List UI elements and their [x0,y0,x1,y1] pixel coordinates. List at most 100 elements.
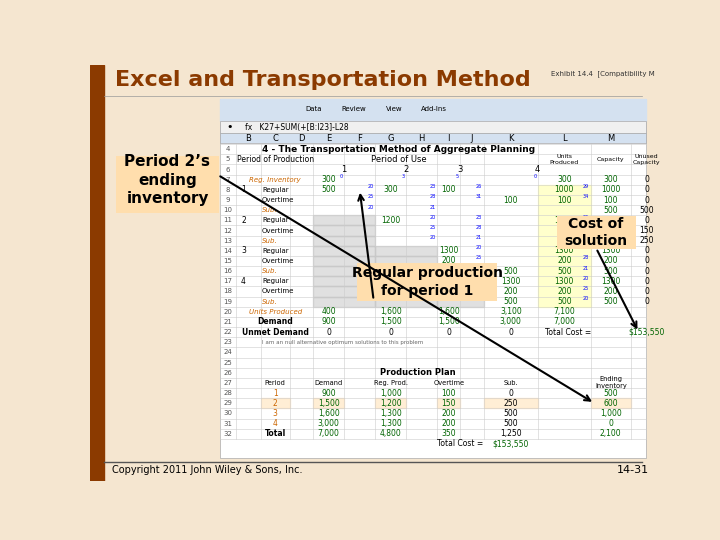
Text: 1,500: 1,500 [438,318,459,327]
Text: •: • [226,122,233,132]
Text: 0: 0 [446,328,451,336]
Text: 100: 100 [441,185,456,194]
Text: 1,500: 1,500 [318,399,340,408]
Bar [484,398,538,408]
Text: 1,000: 1,000 [380,389,402,397]
Text: 0: 0 [508,328,513,336]
Bar [344,185,484,195]
Text: 1300: 1300 [601,277,621,286]
Text: 28: 28 [583,255,589,260]
Text: 25: 25 [476,255,482,260]
Text: F: F [357,134,362,143]
Text: Unmet Demand: Unmet Demand [242,328,309,336]
Text: 25: 25 [367,194,374,199]
Text: 7,000: 7,000 [554,318,575,327]
Text: 1,600: 1,600 [318,409,340,418]
Text: 0: 0 [644,287,649,296]
Text: B: B [246,134,251,143]
Text: 28: 28 [429,194,436,199]
Text: 23: 23 [429,184,436,189]
Text: 0: 0 [644,185,649,194]
Text: 10: 10 [223,207,233,213]
Text: 0: 0 [608,419,613,428]
Text: 11: 11 [223,217,233,224]
Text: 500: 500 [557,267,572,275]
Text: Copyright 2011 John Wiley & Sons, Inc.: Copyright 2011 John Wiley & Sons, Inc. [112,465,302,475]
Text: 900: 900 [321,389,336,397]
Text: Total: Total [265,429,286,438]
Bar [313,398,344,408]
Text: E: E [326,134,331,143]
Text: Overtime: Overtime [262,227,294,233]
Text: 6: 6 [225,166,230,172]
Text: 20: 20 [367,184,374,189]
Text: Demand: Demand [257,318,293,327]
Text: 22: 22 [224,329,233,335]
Text: 100: 100 [557,195,572,205]
Text: Review: Review [341,106,366,112]
Text: 600: 600 [603,399,618,408]
Text: Total Cost =: Total Cost = [437,440,484,448]
Text: 0: 0 [644,256,649,266]
Text: 21: 21 [429,205,436,210]
Text: 7: 7 [225,177,230,183]
Text: 28: 28 [476,225,482,230]
Text: 12: 12 [223,227,233,233]
Text: Production Plan: Production Plan [380,368,456,377]
Text: 150: 150 [441,399,456,408]
Text: 1,300: 1,300 [380,409,402,418]
Text: 500: 500 [639,206,654,215]
Text: 3: 3 [241,246,246,255]
Text: Add-Ins: Add-Ins [421,106,447,112]
Text: 25: 25 [224,360,233,366]
Text: 2: 2 [241,216,246,225]
Text: 20: 20 [583,296,589,301]
Text: 400: 400 [321,307,336,316]
Text: $153,550: $153,550 [492,440,529,448]
Text: 1200: 1200 [554,216,574,225]
Text: Total Cost =: Total Cost = [545,328,591,336]
Text: 500: 500 [603,389,618,397]
Bar [375,398,406,408]
Text: 16: 16 [223,268,233,274]
Text: 200: 200 [557,287,572,296]
Text: 30: 30 [223,410,233,416]
Bar [375,256,437,266]
Text: Regular production
for period 1: Regular production for period 1 [351,266,503,298]
Text: 4: 4 [273,419,278,428]
Text: 900: 900 [321,318,336,327]
Text: 20: 20 [223,309,233,315]
Text: 23: 23 [223,339,233,345]
Text: 500: 500 [603,267,618,275]
Bar [375,276,437,286]
Text: 3: 3 [402,174,405,179]
Bar [220,121,647,133]
Text: 1200: 1200 [381,216,400,225]
Bar [437,296,484,307]
Text: Period of Use: Period of Use [371,155,426,164]
Text: 300: 300 [603,175,618,184]
Bar [313,235,375,246]
Text: Unused
Capacity: Unused Capacity [633,154,660,165]
Text: 20: 20 [367,205,374,210]
Text: 200: 200 [441,419,456,428]
Text: 100: 100 [503,195,518,205]
Text: 23: 23 [583,245,589,250]
Text: 0: 0 [340,174,343,179]
Bar [220,133,647,143]
Text: 23: 23 [476,215,482,220]
Text: 0: 0 [644,297,649,306]
Text: Excel and Transportation Method: Excel and Transportation Method [114,70,531,90]
Bar [90,65,104,481]
Text: 5: 5 [456,174,459,179]
Text: 300: 300 [321,175,336,184]
Text: C: C [272,134,278,143]
Text: 150: 150 [603,226,618,235]
Bar [375,296,437,307]
Bar [375,286,437,296]
Text: Sub.: Sub. [262,207,278,213]
Text: 20: 20 [429,215,436,220]
Text: 500: 500 [503,419,518,428]
Bar [313,225,375,235]
Bar [313,215,375,225]
